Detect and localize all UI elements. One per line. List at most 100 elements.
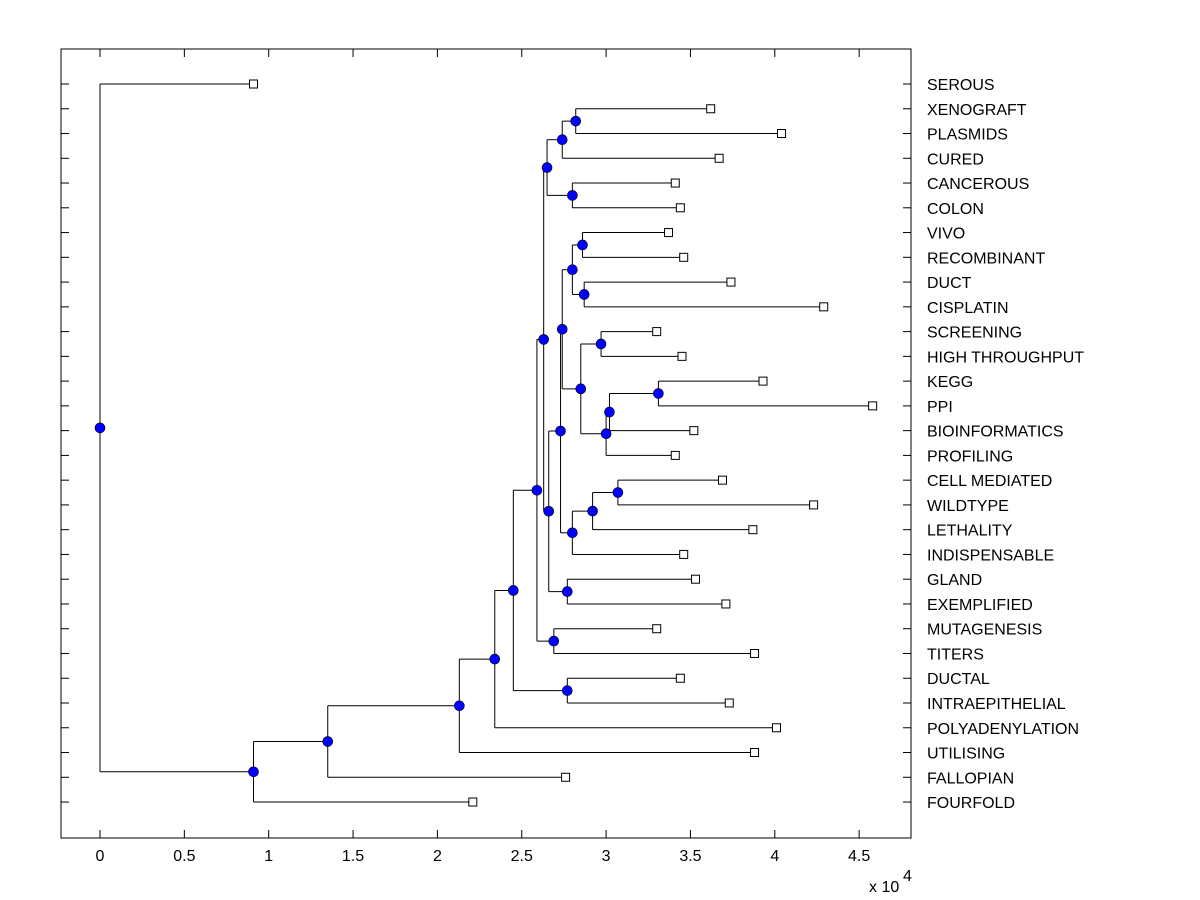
leaf-labels: SEROUS XENOGRAFT PLASMIDS CURED CANCEROUS COL… (927, 77, 1084, 812)
x-tick-label: 1.5 (342, 848, 364, 865)
internal-node-marker[interactable] (543, 506, 555, 517)
internal-node-marker[interactable] (575, 383, 587, 395)
internal-node-markers (94, 115, 664, 778)
leaf-label: EXEMPLIFIED (927, 597, 1033, 614)
internal-node-marker[interactable] (570, 115, 582, 127)
internal-node-marker[interactable] (653, 388, 664, 399)
leaf-label: CELL MEDIATED (927, 473, 1052, 490)
leaf-label: HIGH THROUGHPUT (927, 349, 1084, 366)
internal-node-marker[interactable] (604, 406, 615, 418)
internal-node-marker[interactable] (578, 289, 590, 300)
internal-node-marker[interactable] (556, 323, 568, 335)
leaf-marker (750, 748, 760, 758)
leaf-label: SEROUS (927, 77, 995, 94)
leaf-marker (718, 475, 728, 485)
leaf-marker (771, 723, 781, 733)
leaf-marker (714, 153, 724, 163)
internal-node-marker[interactable] (548, 635, 560, 647)
internal-node-marker[interactable] (587, 505, 598, 517)
internal-node-marker[interactable] (94, 422, 106, 434)
x-tick-label: 4.5 (848, 848, 870, 865)
leaf-label: PPI (927, 399, 953, 416)
x-tick-label: 4 (770, 848, 779, 865)
leaf-label: PLASMIDS (927, 127, 1008, 144)
leaf-marker (691, 574, 701, 584)
internal-node-marker[interactable] (508, 585, 519, 596)
leaf-marker (670, 450, 680, 460)
leaf-label: UTILISING (927, 746, 1005, 763)
x-tick-label: 2.5 (511, 848, 533, 865)
plot-area-frame (60, 48, 912, 839)
x-tick-label: 1 (264, 848, 273, 865)
leaf-marker (706, 104, 716, 114)
leaf-label: XENOGRAFT (927, 102, 1027, 119)
leaf-label: PROFILING (927, 448, 1013, 465)
internal-node-marker[interactable] (454, 700, 465, 712)
y-ticks (61, 83, 911, 803)
leaf-marker (675, 673, 685, 683)
internal-node-marker[interactable] (531, 484, 543, 496)
internal-node-marker[interactable] (541, 162, 553, 173)
leaf-marker (561, 772, 571, 782)
leaf-label: LETHALITY (927, 523, 1013, 540)
x-ticks: 0 0.5 1 1.5 2 2.5 3 3.5 4 4.5 (96, 49, 870, 865)
leaf-marker (750, 648, 760, 658)
leaf-marker (652, 624, 662, 634)
leaf-marker (777, 129, 787, 139)
leaf-marker (679, 549, 689, 559)
leaf-marker (726, 277, 736, 287)
leaf-label: CANCEROUS (927, 176, 1029, 193)
leaf-label: WILDTYPE (927, 498, 1009, 515)
internal-node-marker[interactable] (595, 338, 607, 350)
internal-node-marker[interactable] (600, 428, 612, 440)
internal-node-marker[interactable] (556, 134, 568, 146)
leaf-marker (809, 500, 819, 510)
leaf-marker (249, 79, 259, 89)
leaf-marker (670, 178, 680, 188)
leaf-marker (748, 525, 758, 535)
leaf-marker (675, 203, 685, 213)
leaf-label: SCREENING (927, 325, 1022, 342)
internal-node-marker[interactable] (555, 425, 566, 437)
internal-node-marker[interactable] (612, 487, 624, 498)
internal-node-marker[interactable] (561, 685, 573, 696)
internal-node-marker[interactable] (538, 334, 549, 345)
leaf-label: INTRAEPITHELIAL (927, 696, 1066, 713)
leaf-label: DUCTAL (927, 671, 990, 688)
leaf-marker (819, 302, 829, 312)
leaf-marker (721, 599, 731, 609)
internal-node-marker[interactable] (322, 736, 334, 747)
leaf-marker (689, 426, 699, 436)
x-tick-label: 2 (433, 848, 442, 865)
leaf-marker (679, 252, 689, 262)
leaf-marker (677, 351, 687, 361)
leaf-label: VIVO (927, 226, 965, 243)
x-multiplier-exponent: 4 (903, 868, 912, 885)
leaf-label: KEGG (927, 374, 973, 391)
leaf-marker (652, 327, 662, 337)
internal-node-marker[interactable] (248, 766, 259, 778)
leaf-label: GLAND (927, 572, 982, 589)
internal-node-marker[interactable] (567, 264, 578, 276)
leaf-label: CISPLATIN (927, 300, 1009, 317)
internal-node-marker[interactable] (567, 190, 578, 201)
leaf-markers (249, 79, 878, 807)
internal-node-marker[interactable] (567, 527, 578, 539)
leaf-label: FALLOPIAN (927, 770, 1014, 787)
internal-node-marker[interactable] (561, 586, 573, 597)
internal-node-marker[interactable] (489, 653, 501, 665)
leaf-marker (468, 797, 478, 807)
leaf-label: COLON (927, 201, 984, 218)
leaf-label: MUTAGENESIS (927, 622, 1042, 639)
leaf-label: INDISPENSABLE (927, 547, 1054, 564)
leaf-label: BIOINFORMATICS (927, 424, 1064, 441)
x-tick-label: 0.5 (173, 848, 195, 865)
leaf-label: CURED (927, 151, 984, 168)
x-multiplier-label: x 10 (869, 879, 899, 896)
leaf-label: POLYADENYLATION (927, 721, 1079, 738)
internal-node-marker[interactable] (577, 239, 588, 251)
leaf-marker (868, 401, 878, 411)
leaf-marker (724, 698, 734, 708)
leaf-marker (664, 228, 674, 238)
